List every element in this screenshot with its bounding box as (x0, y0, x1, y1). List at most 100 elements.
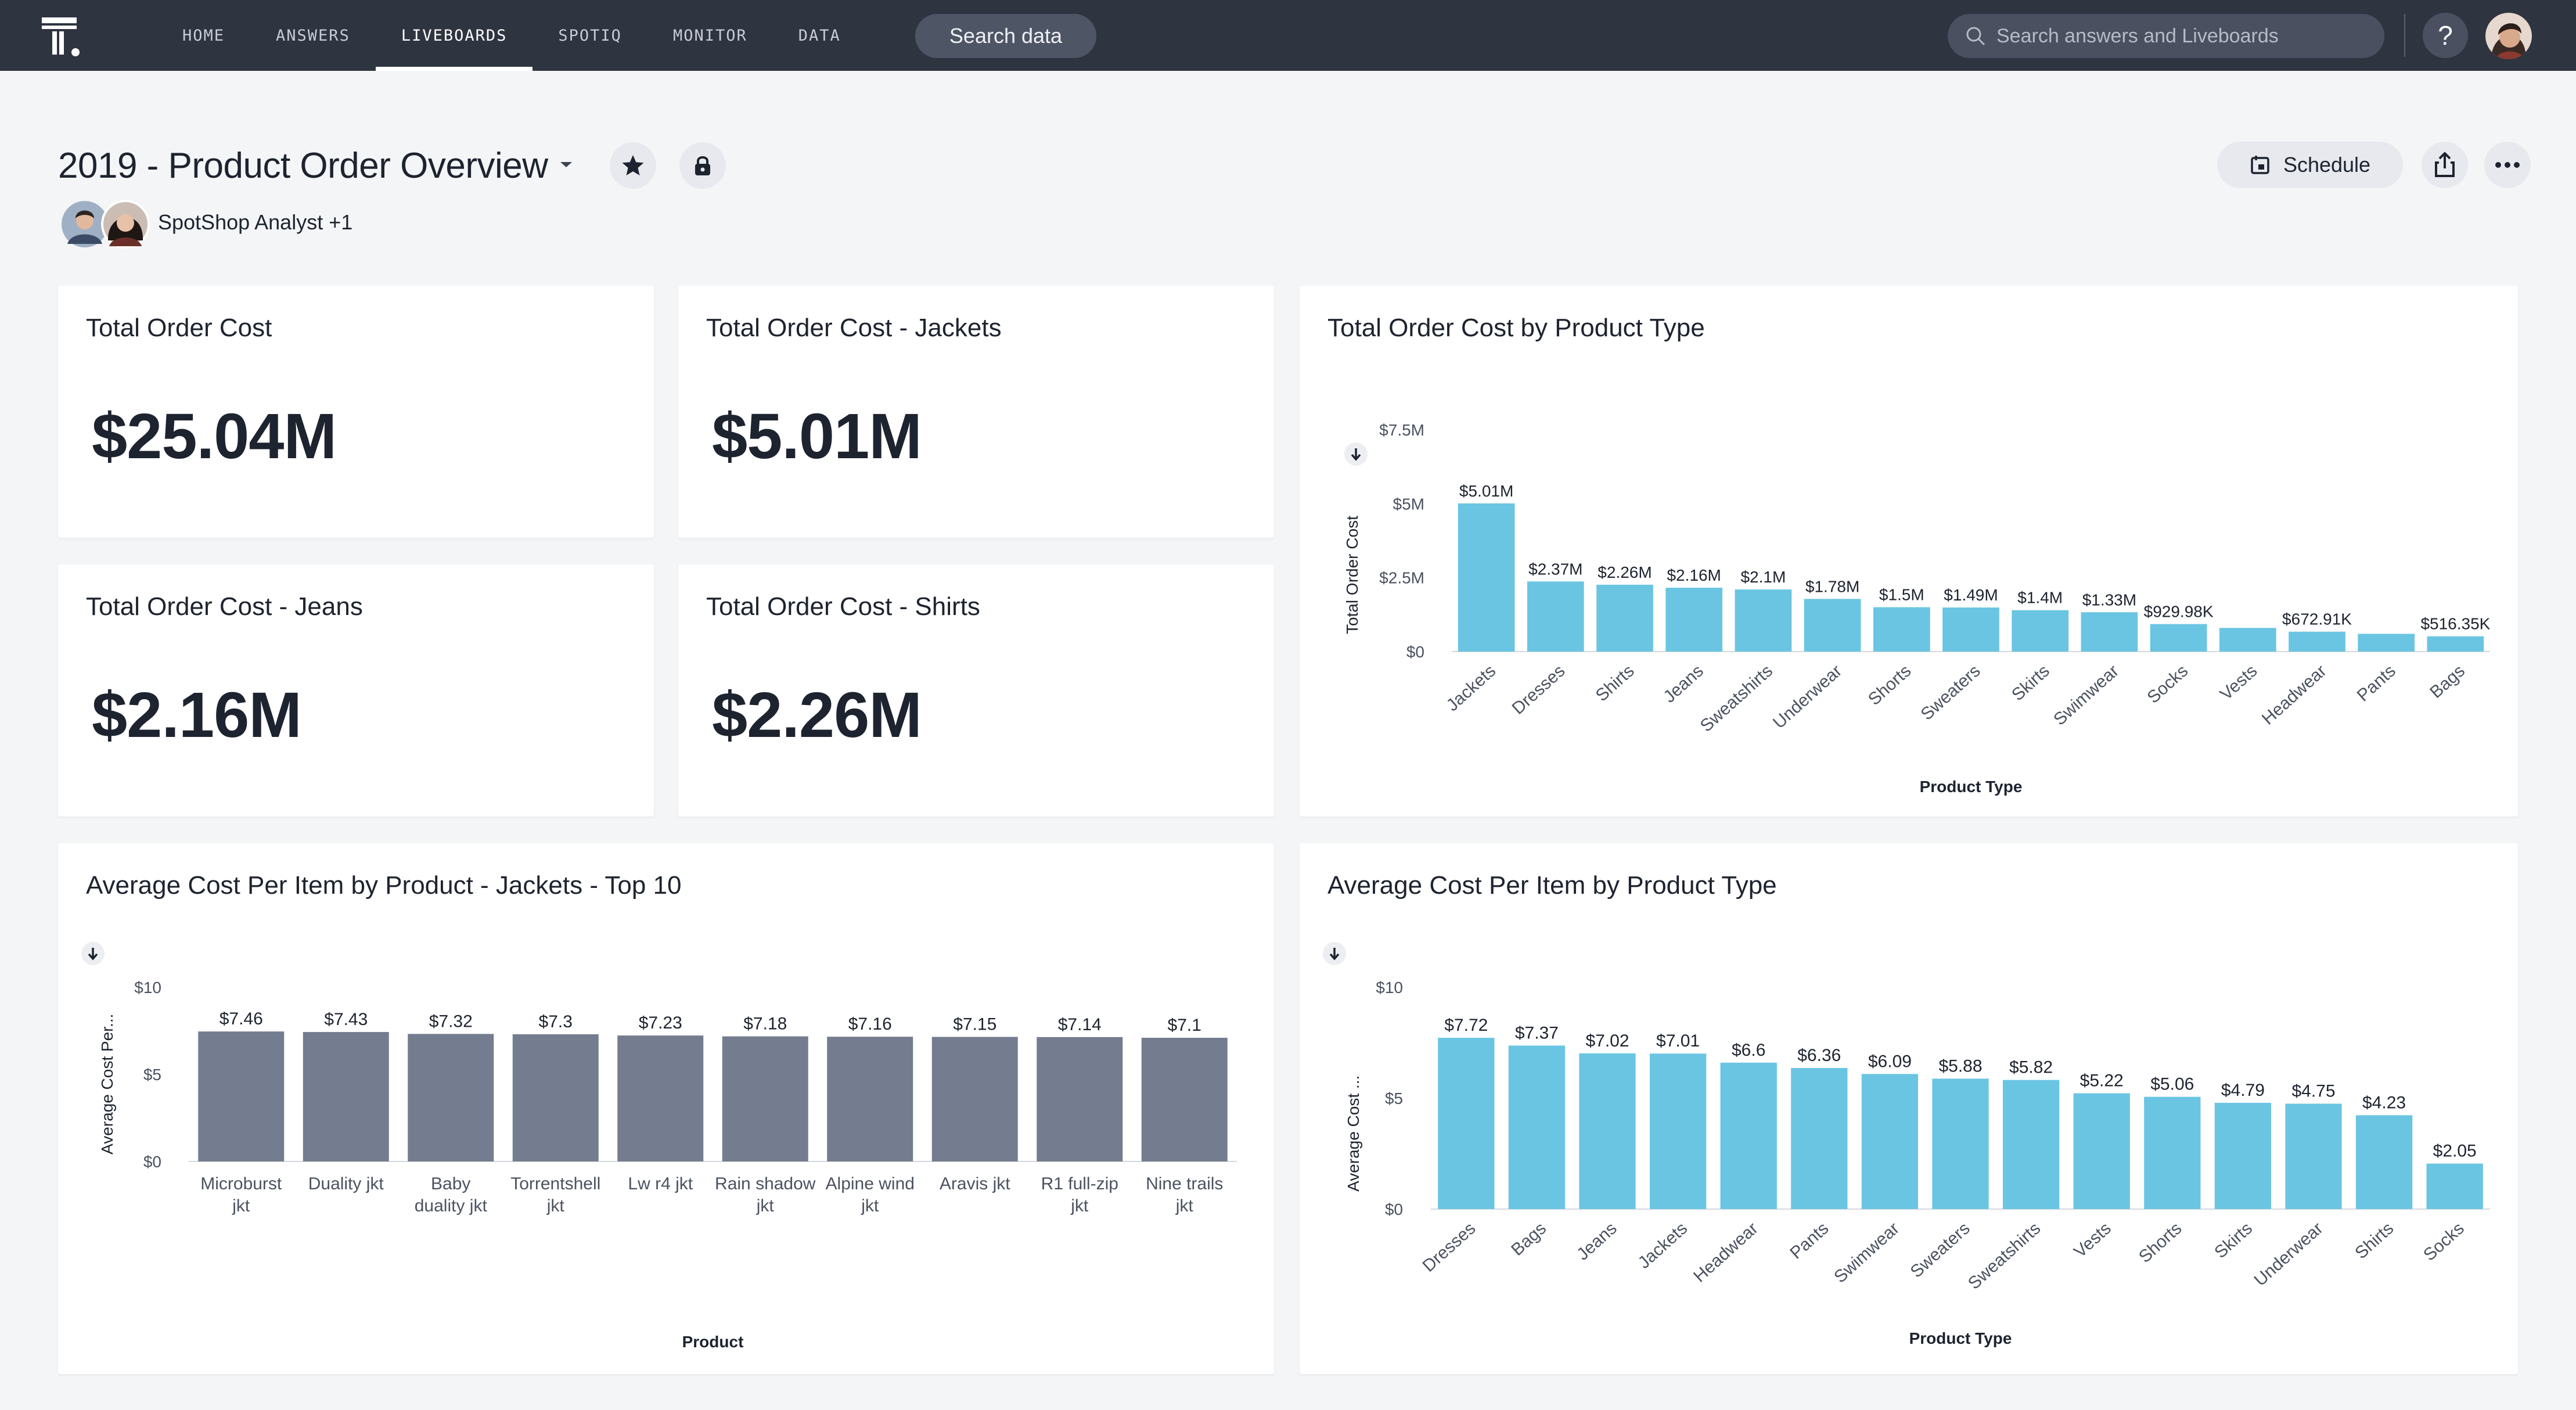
bar[interactable] (2150, 624, 2207, 652)
x-tick-label: Sweatshirts (1965, 1219, 2044, 1293)
bar[interactable] (1596, 584, 1653, 652)
bar-value-label: $1.33M (2082, 591, 2136, 609)
x-tick-label: Sweatshirts (1697, 661, 1776, 736)
bar[interactable] (722, 1036, 808, 1161)
bar[interactable] (1438, 1038, 1495, 1209)
chevron-down-icon[interactable] (557, 156, 575, 173)
schedule-label: Schedule (2283, 153, 2371, 177)
bar[interactable] (1665, 587, 1723, 652)
bar[interactable] (617, 1035, 704, 1161)
bar[interactable] (1861, 1074, 1919, 1209)
x-tick-label: Pants (1786, 1219, 1832, 1263)
bar[interactable] (1037, 1037, 1123, 1161)
user-avatar[interactable] (2485, 13, 2532, 59)
thoughtspot-logo[interactable] (41, 16, 81, 57)
bar[interactable] (1508, 1045, 1566, 1209)
bar-value-label: $1.4M (2017, 589, 2063, 607)
x-tick-label: Underwear (1769, 661, 1845, 733)
bar-chart[interactable]: $0 $5 $10 Average Cost ... $7.72 Dresses $7.37… (1300, 843, 2518, 1374)
bar[interactable] (2073, 1093, 2130, 1209)
x-tick-label: Bags (2426, 661, 2469, 702)
bar-value-label: $5.88 (1938, 1056, 1982, 1076)
y-tick-label: $5 (143, 1066, 161, 1084)
bar[interactable] (2427, 636, 2484, 652)
bar[interactable] (2358, 634, 2415, 652)
kpi-card-jackets[interactable]: Total Order Cost - Jackets $5.01M (678, 286, 1274, 538)
schedule-button[interactable]: Schedule (2217, 142, 2403, 188)
chart-card-avg-cost-by-type[interactable]: Average Cost Per Item by Product Type $0… (1300, 843, 2518, 1374)
bar[interactable] (2144, 1096, 2201, 1209)
x-tick-label: Jackets (1635, 1219, 1692, 1273)
bar[interactable] (2012, 610, 2069, 652)
bar[interactable] (1873, 607, 1930, 652)
avatar (62, 201, 108, 247)
bar[interactable] (1791, 1068, 1848, 1209)
bar[interactable] (827, 1037, 913, 1161)
bar[interactable] (1804, 599, 1861, 652)
chart-card-total-order-cost-by-type[interactable]: Total Order Cost by Product Type $0 $2.5M… (1300, 286, 2518, 816)
kpi-card-total-order-cost[interactable]: Total Order Cost $25.04M (58, 286, 654, 538)
kpi-title: Total Order Cost - Jeans (86, 592, 363, 621)
sort-arrow-icon[interactable] (1344, 443, 1368, 466)
bar[interactable] (2426, 1163, 2483, 1209)
search-data-button[interactable]: Search data (915, 14, 1096, 58)
bar[interactable] (2002, 1080, 2060, 1209)
nav-home[interactable]: HOME (182, 26, 225, 45)
favorite-button[interactable] (610, 142, 656, 189)
share-icon (2435, 152, 2455, 177)
bar-chart[interactable]: $0 $5 $10 Average Cost Per... $7.46 Microburs… (58, 843, 1274, 1374)
bar[interactable] (931, 1037, 1018, 1162)
bar[interactable] (408, 1034, 494, 1161)
bar[interactable] (1649, 1053, 1707, 1209)
bar[interactable] (2355, 1115, 2413, 1209)
search-input[interactable] (1996, 19, 2384, 53)
bar[interactable] (2214, 1103, 2272, 1209)
bar-value-label: $7.32 (429, 1012, 473, 1031)
more-options-button[interactable] (2484, 142, 2531, 188)
nav-spotiq[interactable]: SPOTIQ (558, 26, 622, 45)
bar-value-label: $7.46 (220, 1009, 263, 1028)
bar-value-label: $7.1 (1168, 1016, 1201, 1035)
author-name[interactable]: SpotShop Analyst +1 (158, 210, 353, 234)
bar[interactable] (1579, 1053, 1636, 1209)
bar-value-label: $7.16 (848, 1015, 892, 1034)
bar[interactable] (1735, 589, 1792, 652)
bar[interactable] (2219, 628, 2276, 652)
bar-value-label: $7.23 (639, 1013, 682, 1033)
bar[interactable] (1720, 1062, 1777, 1209)
x-axis-label: Product Type (1920, 778, 2023, 796)
nav-monitor[interactable]: MONITOR (672, 26, 747, 45)
nav-data[interactable]: DATA (798, 26, 841, 45)
author-avatars[interactable] (60, 200, 153, 249)
nav-answers[interactable]: ANSWERS (276, 26, 350, 45)
bar[interactable] (1141, 1038, 1228, 1161)
verify-button[interactable] (679, 142, 726, 189)
help-icon: ? (2438, 20, 2453, 51)
bar-value-label: $7.15 (953, 1015, 996, 1034)
bar[interactable] (2289, 631, 2345, 652)
bar[interactable] (1527, 581, 1584, 652)
bar-value-label: $2.1M (1740, 568, 1786, 586)
bar-chart[interactable]: $0 $2.5M $5M $7.5M Total Order Cost $5.01M Jac… (1300, 286, 2518, 816)
global-search-box[interactable] (1948, 14, 2384, 58)
x-tick-label: Swimwear (2050, 661, 2122, 729)
sort-arrow-icon[interactable] (1323, 942, 1346, 965)
bar[interactable] (512, 1034, 599, 1161)
bar[interactable] (1458, 503, 1515, 652)
share-button[interactable] (2422, 142, 2468, 188)
chart-card-avg-cost-jackets-top10[interactable]: Average Cost Per Item by Product - Jacke… (58, 843, 1274, 1374)
y-tick-label: $2.5M (1379, 569, 1424, 587)
bar[interactable] (1932, 1078, 1989, 1209)
nav-liveboards[interactable]: LIVEBOARDS (375, 0, 533, 71)
kpi-card-shirts[interactable]: Total Order Cost - Shirts $2.26M (678, 564, 1274, 816)
bar[interactable] (2081, 612, 2138, 652)
kpi-card-jeans[interactable]: Total Order Cost - Jeans $2.16M (58, 564, 654, 816)
help-button[interactable]: ? (2423, 13, 2468, 58)
bar[interactable] (1942, 607, 1999, 652)
sort-arrow-icon[interactable] (81, 942, 105, 965)
y-tick-label: $5 (1385, 1089, 1403, 1107)
bar[interactable] (198, 1031, 285, 1161)
bar[interactable] (2285, 1103, 2342, 1209)
bar[interactable] (303, 1032, 389, 1161)
x-tick-label: Jeans (1660, 661, 1707, 707)
